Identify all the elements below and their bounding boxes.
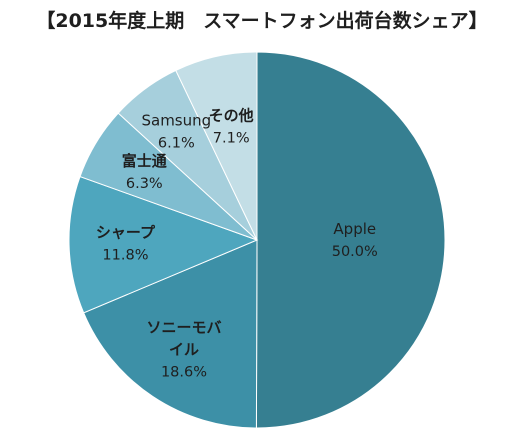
slice-name-4-line-1: 富士通 [122,152,167,170]
slice-value-2: 18.6% [161,364,207,380]
slice-value-4: 6.3% [126,176,163,192]
slice-value-5: 6.1% [158,135,195,151]
pie-slice-3 [68,175,259,314]
chart-title: 【2015年度上期 スマートフォン出荷台数シェア】 [36,9,487,32]
pie-slice-1 [255,51,446,429]
slice-value-6: 7.1% [213,130,250,146]
pie-slices [68,51,446,429]
slice-name-1-line-1: Apple [333,220,376,238]
pie-slice-2 [83,239,258,429]
slice-name-2-line-2: イル [169,340,199,358]
slice-name-2-line-1: ソニーモバ [146,318,221,336]
slice-value-1: 50.0% [332,244,378,260]
slice-name-5-line-1: Samsung [141,111,211,129]
slice-value-3: 11.8% [102,248,148,264]
slice-name-3-line-1: シャープ [96,224,156,242]
pie-slice-6 [175,51,258,241]
slice-name-6-line-1: その他 [209,106,254,124]
